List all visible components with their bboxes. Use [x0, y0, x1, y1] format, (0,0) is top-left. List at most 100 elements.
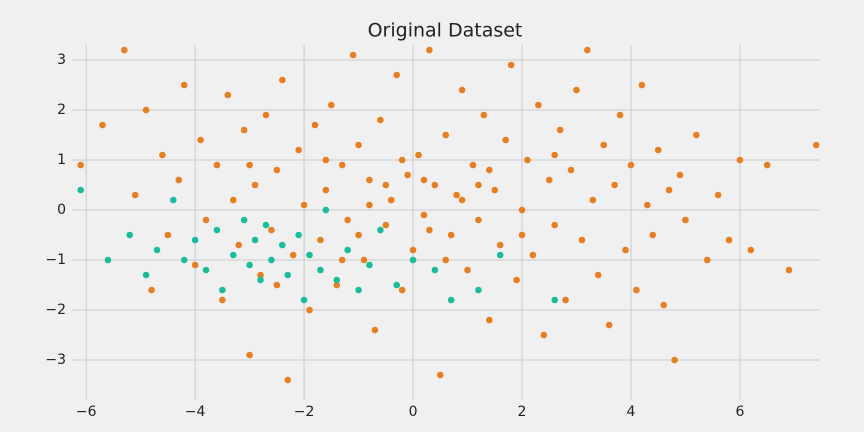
point — [486, 166, 493, 174]
point — [475, 286, 482, 294]
point — [567, 166, 575, 174]
point — [573, 86, 580, 94]
point — [409, 246, 417, 254]
point — [202, 216, 210, 224]
point — [703, 256, 711, 264]
point — [355, 286, 362, 294]
point — [344, 246, 351, 254]
point — [338, 256, 346, 264]
point — [148, 286, 155, 294]
point — [273, 166, 281, 174]
point — [131, 191, 139, 199]
point — [551, 221, 558, 229]
y-tick-label: 1 — [57, 152, 66, 168]
point — [431, 266, 439, 274]
point — [295, 146, 302, 154]
point — [676, 171, 684, 179]
point — [257, 276, 264, 284]
point — [785, 266, 793, 274]
point — [121, 46, 128, 54]
y-tick-label: −2 — [45, 302, 66, 318]
point — [529, 251, 537, 259]
point — [436, 371, 444, 379]
point — [306, 251, 313, 259]
point — [409, 256, 417, 264]
point — [349, 51, 357, 59]
point — [284, 376, 292, 384]
y-tick-label: 0 — [57, 202, 66, 218]
point — [191, 236, 199, 244]
point — [633, 286, 640, 294]
point — [616, 111, 624, 119]
point — [170, 196, 177, 204]
point — [420, 176, 428, 184]
point — [496, 241, 504, 249]
point — [426, 226, 433, 234]
point — [486, 316, 493, 324]
point — [377, 226, 384, 234]
point — [589, 196, 597, 204]
point — [202, 266, 210, 274]
x-tick-label: −2 — [294, 404, 315, 420]
point — [682, 216, 689, 224]
point — [268, 226, 275, 234]
point — [524, 156, 531, 164]
point — [812, 141, 820, 149]
point — [502, 136, 509, 144]
point — [518, 231, 526, 239]
point — [507, 61, 515, 69]
point — [644, 201, 651, 209]
point — [262, 221, 270, 229]
point — [398, 286, 406, 294]
point — [714, 191, 722, 199]
point — [491, 186, 499, 194]
point — [442, 256, 450, 264]
point — [611, 181, 618, 189]
point — [360, 256, 368, 264]
point — [289, 251, 297, 259]
point — [295, 231, 302, 239]
point — [355, 231, 362, 239]
x-tick-label: 0 — [409, 404, 418, 420]
point — [333, 276, 341, 284]
point — [240, 126, 248, 134]
point — [229, 196, 237, 204]
point — [278, 241, 286, 249]
point — [736, 156, 744, 164]
point — [104, 256, 112, 264]
point — [273, 281, 281, 289]
plot-area — [77, 46, 820, 384]
x-tick-label: 2 — [518, 404, 527, 420]
y-tick-label: −1 — [45, 252, 66, 268]
point — [142, 106, 150, 114]
point — [763, 161, 771, 169]
point — [404, 171, 411, 179]
y-tick-label: 3 — [57, 52, 66, 68]
point — [649, 231, 657, 239]
point — [262, 111, 270, 119]
point — [153, 246, 161, 254]
point — [398, 156, 406, 164]
point — [328, 101, 335, 109]
point — [284, 271, 292, 279]
point — [213, 161, 221, 169]
point — [344, 216, 351, 224]
point — [747, 246, 755, 254]
point — [654, 146, 662, 154]
point — [317, 266, 324, 274]
point — [382, 221, 390, 229]
point — [622, 246, 629, 254]
point — [562, 296, 569, 304]
point — [257, 271, 264, 279]
y-tick-label: 2 — [57, 102, 66, 118]
point — [126, 231, 134, 239]
point — [377, 116, 384, 124]
point — [693, 131, 700, 139]
point — [393, 71, 400, 79]
point — [464, 266, 471, 274]
point — [333, 281, 341, 289]
point — [556, 126, 564, 134]
point — [213, 226, 221, 234]
point — [475, 181, 482, 189]
